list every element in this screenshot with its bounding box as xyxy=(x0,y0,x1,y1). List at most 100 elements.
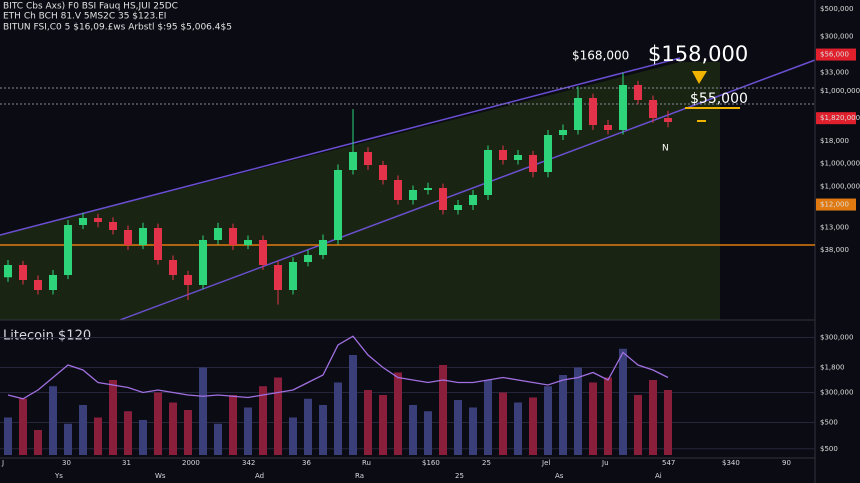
volume-bar xyxy=(274,377,282,455)
candle-body xyxy=(574,98,582,130)
candle-body xyxy=(34,280,42,290)
x-tick-label: 2000 xyxy=(182,459,200,467)
header: BITC Cbs Axs) F0 BSI Fauq HS,JUI 25DC ET… xyxy=(3,2,232,33)
candle-body xyxy=(259,240,267,265)
candle-body xyxy=(424,188,432,190)
candle-body xyxy=(619,85,627,130)
y-tick-label: $300,000 xyxy=(820,32,853,40)
volume-bar xyxy=(589,382,597,455)
candle-body xyxy=(199,240,207,285)
candle-body xyxy=(79,218,87,225)
candle-body xyxy=(109,222,117,230)
annotation: N xyxy=(662,144,669,154)
volume-bar xyxy=(229,395,237,455)
volume-bar xyxy=(484,380,492,455)
y-tick-label: $56,000 xyxy=(820,51,849,59)
candle-body xyxy=(214,228,222,240)
candle-body xyxy=(64,225,72,275)
price-tag xyxy=(816,198,856,211)
candle-body xyxy=(319,240,327,255)
y-tick-label: $1,820,000 xyxy=(820,114,860,122)
candle-body xyxy=(4,265,12,278)
candle-body xyxy=(559,130,567,135)
volume-bar xyxy=(364,390,372,455)
volume-bar xyxy=(664,390,672,455)
volume-bar xyxy=(94,417,102,455)
volume-bar xyxy=(379,395,387,455)
header-line: ETH Ch BCH 81.V 5MS2C 35 $123.EI xyxy=(3,12,166,22)
candle-body xyxy=(274,265,282,290)
panel-title: Litecoin $120 xyxy=(3,329,91,344)
volume-bar xyxy=(124,411,132,455)
y2-tick-label: $500 xyxy=(820,445,838,453)
candle-body xyxy=(394,180,402,200)
y2-tick-label: $300,000 xyxy=(820,334,853,342)
channel-fill xyxy=(0,62,720,320)
volume-bar xyxy=(49,386,57,455)
volume-bar xyxy=(109,380,117,455)
volume-bar xyxy=(529,397,537,455)
volume-bar xyxy=(649,380,657,455)
x-tick-label: As xyxy=(555,472,564,480)
x-tick-label: Ad xyxy=(255,472,264,480)
volume-bar xyxy=(469,407,477,455)
candle-body xyxy=(649,100,657,118)
volume-bar xyxy=(199,367,207,455)
volume-bar xyxy=(154,392,162,455)
volume-bar xyxy=(499,392,507,455)
y2-tick-label: $300,000 xyxy=(820,389,853,397)
volume-bar xyxy=(79,405,87,455)
y-tick-label: $33,000 xyxy=(820,69,849,77)
volume-bar xyxy=(289,417,297,455)
x-tick-label: 547 xyxy=(662,459,675,467)
indicator-line xyxy=(7,335,669,400)
x-tick-label: 30 xyxy=(62,459,71,467)
candle-body xyxy=(409,190,417,200)
y-tick-label: $12,000 xyxy=(820,201,849,209)
candle-body xyxy=(124,230,132,245)
x-tick-label: Ru xyxy=(362,459,371,467)
x-tick-label: Ys xyxy=(54,472,63,480)
volume-bar xyxy=(424,411,432,455)
volume-bar xyxy=(334,382,342,455)
x-tick-label: 90 xyxy=(782,459,791,467)
volume-bar xyxy=(304,398,312,455)
candle-body xyxy=(634,85,642,100)
y-tick-label: $1,000,000 xyxy=(820,160,860,168)
x-tick-label: Ws xyxy=(155,472,166,480)
volume-bar xyxy=(544,386,552,455)
volume-bar xyxy=(619,348,627,455)
volume-bar xyxy=(394,372,402,455)
y-tick-label: $18,000 xyxy=(820,137,849,145)
y-tick-label: $38,000 xyxy=(820,246,849,254)
x-tick-label: 36 xyxy=(302,459,311,467)
annotation: $168,000 xyxy=(572,49,629,63)
y2-tick-label: $500 xyxy=(820,419,838,427)
x-tick-label: 31 xyxy=(122,459,131,467)
candle-body xyxy=(289,262,297,290)
candle-body xyxy=(139,228,147,245)
x-tick-label: 342 xyxy=(242,459,255,467)
candle-body xyxy=(514,155,522,160)
x-tick-label: $340 xyxy=(722,459,740,467)
candle-body xyxy=(349,152,357,170)
volume-bar xyxy=(319,405,327,455)
candle-body xyxy=(589,98,597,125)
price-tag xyxy=(816,112,856,125)
candle-body xyxy=(664,118,672,122)
candle-body xyxy=(529,155,537,172)
volume-bar xyxy=(604,377,612,455)
volume-bar xyxy=(559,375,567,455)
candle-body xyxy=(304,255,312,262)
annotation: $158,000 xyxy=(648,42,748,66)
candle-body xyxy=(94,218,102,222)
volume-bar xyxy=(574,367,582,455)
y-tick-label: $1,000,000 xyxy=(820,87,860,95)
header-line: BITUN FSI,C0 5 $16,09.£ws Arbstl $:95 $5… xyxy=(3,23,232,33)
x-tick-label: Ju xyxy=(601,459,609,467)
annotation: $55,000 xyxy=(690,91,748,107)
candle-body xyxy=(499,150,507,160)
volume-bar xyxy=(19,398,27,455)
candle-body xyxy=(244,240,252,245)
channel-lower xyxy=(119,59,816,321)
